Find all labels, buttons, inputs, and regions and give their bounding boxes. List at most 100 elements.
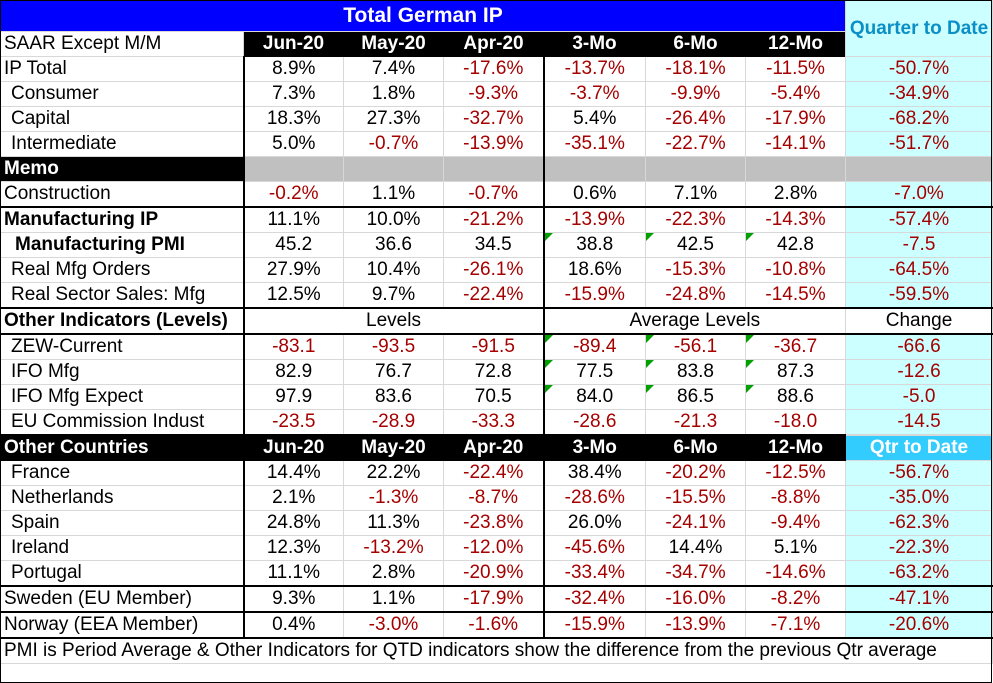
table-row: Spain 24.8% 11.3% -23.8% 26.0% -24.1% -9.4% -62… bbox=[0, 510, 993, 536]
data-cell: -13.9% bbox=[443, 131, 545, 157]
col-header: 12-Mo bbox=[744, 31, 847, 57]
data-cell: -1.6% bbox=[443, 611, 545, 639]
data-cell: 34.5 bbox=[443, 232, 545, 258]
row-label: IFO Mfg bbox=[0, 359, 245, 385]
other-indicators-header: Other Indicators (Levels) Levels Average L… bbox=[0, 307, 993, 335]
data-cell: 10.0% bbox=[343, 206, 444, 233]
row-label: Norway (EEA Member) bbox=[0, 611, 245, 639]
data-cell: 1.8% bbox=[343, 81, 444, 107]
data-cell: -26.1% bbox=[443, 257, 545, 283]
row-label: ZEW-Current bbox=[0, 333, 245, 360]
table-row: Sweden (EU Member) 9.3% 1.1% -17.9% -32.4% -1… bbox=[0, 585, 993, 613]
section-label: Other Indicators (Levels) bbox=[0, 307, 245, 335]
qtd-cell: -57.4% bbox=[845, 206, 993, 233]
col-header: Apr-20 bbox=[443, 31, 544, 57]
data-cell: -17.9% bbox=[443, 585, 545, 613]
memo-row: Memo bbox=[0, 156, 993, 182]
data-cell: -28.6 bbox=[543, 409, 646, 436]
data-cell: 1.1% bbox=[343, 585, 444, 613]
data-cell: -36.7 bbox=[744, 333, 847, 360]
data-cell: 42.8 bbox=[744, 232, 847, 258]
qtd-cell: -62.3% bbox=[845, 510, 993, 536]
qtd-cell: -7.5 bbox=[845, 232, 993, 258]
data-cell: -93.5 bbox=[343, 333, 444, 360]
data-cell: -13.9% bbox=[645, 611, 746, 639]
data-cell: -15.9% bbox=[543, 282, 646, 309]
row-label: Spain bbox=[0, 510, 245, 536]
qtd-cell: -22.3% bbox=[845, 535, 993, 561]
table-row: Manufacturing IP 11.1% 10.0% -21.2% -13.9% -2… bbox=[0, 206, 993, 233]
data-cell: -0.7% bbox=[343, 131, 444, 157]
data-cell: 77.5 bbox=[543, 359, 646, 385]
data-cell: 12.3% bbox=[243, 535, 344, 561]
section-label: Other Countries bbox=[0, 434, 245, 461]
data-cell: -89.4 bbox=[543, 333, 646, 360]
data-cell: 5.0% bbox=[243, 131, 344, 157]
data-cell: 42.5 bbox=[645, 232, 746, 258]
row-label: Sweden (EU Member) bbox=[0, 585, 245, 613]
data-cell: 82.9 bbox=[243, 359, 344, 385]
data-cell: -9.3% bbox=[443, 81, 545, 107]
qtd-cell: -66.6 bbox=[845, 333, 993, 360]
data-cell: -9.4% bbox=[744, 510, 847, 536]
col-header: Jun-20 bbox=[243, 31, 344, 57]
data-cell: 22.2% bbox=[343, 460, 444, 486]
row-label: IP Total bbox=[0, 56, 245, 82]
qtd-cell: -51.7% bbox=[845, 131, 993, 157]
german-ip-table: Total German IP Quarter to Date SAAR Exc… bbox=[0, 0, 993, 664]
data-cell: -23.8% bbox=[443, 510, 545, 536]
footnote-row: PMI is Period Average & Other Indicators… bbox=[0, 637, 993, 664]
col-header: 6-Mo bbox=[645, 434, 746, 461]
table-row: EU Commission Indust -23.5 -28.9 -33.3 -28.6… bbox=[0, 409, 993, 436]
col-header: 3-Mo bbox=[543, 434, 646, 461]
data-cell: -15.9% bbox=[543, 611, 646, 639]
data-cell: 83.6 bbox=[343, 384, 444, 410]
data-cell: -23.5 bbox=[243, 409, 344, 436]
table-row: Portugal 11.1% 2.8% -20.9% -33.4% -34.7% -14.6… bbox=[0, 560, 993, 587]
data-cell: 0.6% bbox=[543, 181, 646, 208]
data-cell: -18.1% bbox=[645, 56, 746, 82]
data-cell: -24.1% bbox=[645, 510, 746, 536]
table-row: ZEW-Current -83.1 -93.5 -91.5 -89.4 -56.1 -36.… bbox=[0, 333, 993, 360]
data-cell: -8.2% bbox=[744, 585, 847, 613]
average-levels-label: Average Levels bbox=[542, 307, 847, 335]
data-cell: 38.4% bbox=[543, 460, 646, 486]
col-header: May-20 bbox=[343, 434, 444, 461]
data-cell: -22.4% bbox=[443, 282, 545, 309]
qtd-cell: -64.5% bbox=[845, 257, 993, 283]
data-cell: -32.4% bbox=[543, 585, 646, 613]
data-cell: 18.3% bbox=[243, 106, 344, 132]
data-cell: -33.4% bbox=[543, 560, 646, 587]
data-cell: 11.1% bbox=[243, 560, 344, 587]
data-cell: 5.1% bbox=[744, 535, 847, 561]
data-cell: -12.0% bbox=[443, 535, 545, 561]
row-label: EU Commission Indust bbox=[0, 409, 245, 436]
qtd-cell: -59.5% bbox=[845, 282, 993, 309]
col-header: Apr-20 bbox=[443, 434, 545, 461]
memo-fill bbox=[443, 156, 545, 182]
data-cell: 18.6% bbox=[543, 257, 646, 283]
row-label: IFO Mfg Expect bbox=[0, 384, 245, 410]
data-cell: 0.4% bbox=[243, 611, 344, 639]
row-label: Ireland bbox=[0, 535, 245, 561]
data-cell: -20.9% bbox=[443, 560, 545, 587]
data-cell: 12.5% bbox=[243, 282, 344, 309]
countries-header-row: Other Countries Jun-20 May-20 Apr-20 3-Mo 6-M… bbox=[0, 434, 993, 461]
qtd-cell: -47.1% bbox=[845, 585, 993, 613]
data-cell: -26.4% bbox=[645, 106, 746, 132]
table-row: IFO Mfg 82.9 76.7 72.8 77.5 83.8 87.3 -12.6 bbox=[0, 359, 993, 385]
data-cell: -12.5% bbox=[744, 460, 847, 486]
data-cell: -15.3% bbox=[645, 257, 746, 283]
data-cell: -22.7% bbox=[645, 131, 746, 157]
data-cell: -33.3 bbox=[443, 409, 545, 436]
qtd-cell: -34.9% bbox=[845, 81, 993, 107]
data-cell: 14.4% bbox=[243, 460, 344, 486]
data-cell: -14.3% bbox=[744, 206, 847, 233]
row-label: Real Sector Sales: Mfg bbox=[0, 282, 245, 309]
qtd-cell: -20.6% bbox=[845, 611, 993, 639]
data-cell: -56.1 bbox=[645, 333, 746, 360]
col-header: May-20 bbox=[343, 31, 444, 57]
data-cell: -17.9% bbox=[744, 106, 847, 132]
row-label: Netherlands bbox=[0, 485, 245, 511]
data-cell: -32.7% bbox=[443, 106, 545, 132]
